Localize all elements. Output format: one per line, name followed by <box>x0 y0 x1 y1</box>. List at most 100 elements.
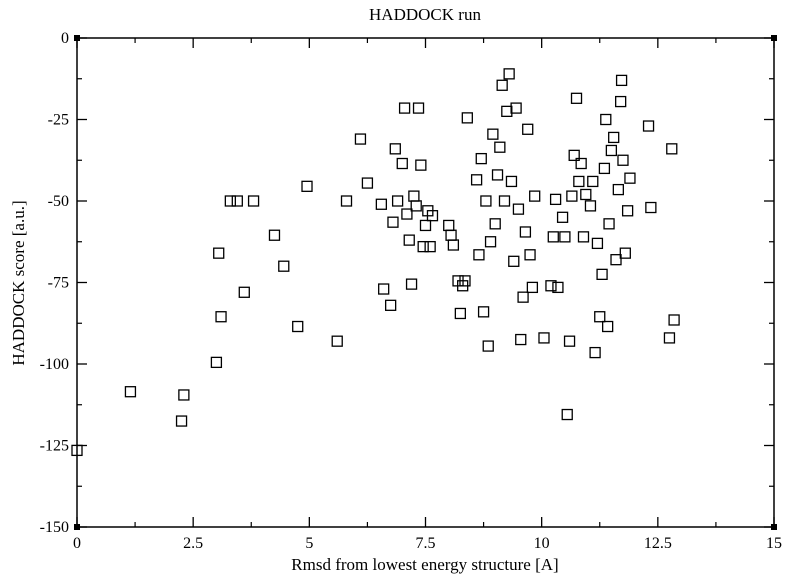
data-point <box>566 190 578 202</box>
data-point <box>484 236 497 248</box>
data-point <box>215 311 227 323</box>
data-point <box>398 102 411 114</box>
data-point <box>443 219 455 232</box>
x-tick-label: 10 <box>534 535 550 552</box>
data-point <box>375 198 388 210</box>
data-point <box>601 320 614 333</box>
data-point <box>522 123 534 135</box>
data-point <box>615 95 627 108</box>
data-point <box>384 299 397 311</box>
y-tick-label: -150 <box>40 519 69 536</box>
data-point <box>178 389 190 401</box>
data-point <box>361 177 374 189</box>
data-point <box>412 102 425 114</box>
data-point <box>470 174 483 186</box>
data-point <box>519 226 532 238</box>
data-point <box>301 180 313 192</box>
data-point <box>508 255 520 267</box>
data-point <box>268 229 281 241</box>
data-point <box>549 193 562 206</box>
data-point <box>617 154 629 166</box>
frame-corner-marker <box>74 524 80 530</box>
data-point <box>512 203 525 215</box>
data-point <box>526 281 539 294</box>
y-tick-label: -25 <box>48 112 69 129</box>
data-point <box>529 190 541 202</box>
data-point <box>570 92 583 104</box>
data-point <box>510 102 522 114</box>
data-point <box>124 386 137 398</box>
data-point <box>545 280 557 292</box>
data-point <box>563 335 576 347</box>
data-point <box>405 278 418 290</box>
x-tick-label: 5 <box>305 535 313 552</box>
data-point <box>666 143 678 155</box>
data-point <box>238 286 250 298</box>
data-point <box>552 281 564 294</box>
data-point <box>473 249 485 261</box>
data-point <box>589 346 601 359</box>
data-point <box>503 68 515 80</box>
data-point <box>584 200 597 212</box>
data-point <box>498 195 511 207</box>
data-point <box>598 162 611 175</box>
data-point <box>621 205 634 217</box>
data-point <box>408 190 420 202</box>
data-point <box>501 105 513 117</box>
data-point <box>378 283 390 295</box>
data-point <box>389 143 401 155</box>
data-point <box>645 201 657 214</box>
frame-corner-marker <box>771 35 777 41</box>
data-point <box>224 195 236 207</box>
data-point <box>663 332 676 344</box>
data-point <box>619 247 631 259</box>
x-tick-label: 2.5 <box>183 535 203 552</box>
data-point <box>496 79 508 91</box>
data-point <box>401 208 413 220</box>
data-point <box>580 188 592 201</box>
data-point <box>482 340 494 352</box>
data-point <box>231 195 243 207</box>
data-point <box>568 149 580 162</box>
data-point <box>340 195 353 207</box>
x-axis-label: Rmsd from lowest energy structure [A] <box>291 555 558 574</box>
data-point <box>605 144 618 157</box>
data-point <box>624 172 636 184</box>
data-point <box>454 307 467 320</box>
marker-layer <box>71 68 680 457</box>
data-point <box>426 210 439 222</box>
data-point <box>608 131 620 144</box>
data-point <box>419 219 432 232</box>
frame-corner-marker <box>74 35 80 41</box>
x-tick-label: 15 <box>766 535 782 552</box>
data-point <box>587 175 599 188</box>
y-tick-label: 0 <box>61 30 69 47</box>
frame-corner-marker <box>771 524 777 530</box>
data-point <box>596 268 608 281</box>
data-point <box>410 200 422 212</box>
x-tick-label: 12.5 <box>644 535 672 552</box>
data-point <box>591 237 604 250</box>
data-point <box>461 112 473 124</box>
x-tick-label: 0 <box>73 535 81 552</box>
data-point <box>642 120 655 132</box>
y-tick-label: -125 <box>40 438 69 455</box>
data-point <box>491 169 504 181</box>
data-point <box>387 216 399 228</box>
y-axis-label: HADDOCK score [a.u.] <box>9 200 28 365</box>
data-point <box>603 218 615 230</box>
data-point <box>391 195 404 207</box>
data-point <box>600 113 612 126</box>
data-point <box>396 157 408 170</box>
data-point <box>424 240 436 253</box>
y-tick-label: -50 <box>48 193 69 210</box>
x-tick-label: 7.5 <box>416 535 436 552</box>
data-point <box>556 211 569 223</box>
data-point <box>489 218 501 230</box>
data-point <box>278 260 290 272</box>
data-point <box>354 133 367 145</box>
data-point <box>247 195 260 207</box>
data-point <box>494 141 506 153</box>
data-point <box>573 175 585 188</box>
data-point <box>612 183 624 196</box>
